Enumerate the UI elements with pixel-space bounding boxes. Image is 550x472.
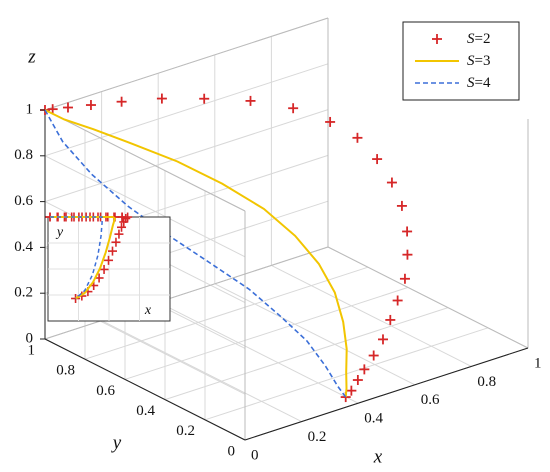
x-tick-label: 1 bbox=[534, 355, 542, 371]
z-tick-label: 0 bbox=[26, 330, 34, 346]
y-tick-label: 0.2 bbox=[176, 423, 195, 439]
grid-line bbox=[157, 301, 359, 404]
inset-s2-marker bbox=[104, 255, 114, 265]
x-tick-label: 0 bbox=[251, 447, 259, 463]
series-s2-marker bbox=[62, 102, 73, 113]
series-s2-marker bbox=[402, 226, 413, 237]
inset-s2-marker bbox=[71, 293, 81, 303]
series-s2-marker bbox=[352, 375, 363, 386]
inset-series-S4-line bbox=[50, 216, 103, 300]
box-edge bbox=[327, 246, 529, 349]
grid-line bbox=[84, 266, 369, 360]
inset-s2-marker bbox=[114, 229, 124, 239]
legend-label: S=4 bbox=[467, 75, 491, 91]
inset-s2-marker bbox=[99, 264, 109, 274]
y-tick-label: 1 bbox=[28, 342, 36, 358]
inset-x-label: x bbox=[144, 303, 152, 318]
series-s2-marker bbox=[325, 116, 336, 127]
inset-s2-marker bbox=[107, 246, 117, 256]
y-axis-line bbox=[44, 338, 246, 441]
legend: S=2 S=3 S=4 bbox=[402, 21, 520, 101]
series-s2-marker bbox=[392, 295, 403, 306]
grid-line bbox=[164, 307, 449, 401]
inset-s2-marker bbox=[117, 212, 127, 222]
inset-y-label: y bbox=[55, 225, 64, 240]
series-s2-marker bbox=[352, 132, 363, 143]
grid-line bbox=[44, 63, 329, 157]
y-tick-label: 0.8 bbox=[56, 363, 75, 379]
series-layer bbox=[40, 93, 413, 403]
z-tick-label: 0.8 bbox=[14, 147, 33, 163]
y-tick-label: 0.4 bbox=[136, 403, 155, 419]
series-S3-line bbox=[44, 109, 348, 398]
grid-line bbox=[214, 283, 416, 386]
grid-line bbox=[124, 286, 409, 380]
series-s2-marker bbox=[245, 95, 256, 106]
grid-line bbox=[44, 155, 246, 258]
series-s2-marker bbox=[116, 96, 127, 107]
x-axis-label: x bbox=[373, 446, 383, 467]
inset-s2-marker bbox=[119, 217, 129, 227]
series-S4-line bbox=[44, 109, 347, 398]
series-s2-marker bbox=[199, 93, 210, 104]
x-axis-line bbox=[244, 347, 529, 441]
axis-labels: x y z bbox=[27, 46, 382, 467]
series-s2-marker bbox=[396, 200, 407, 211]
box-edge bbox=[44, 246, 329, 340]
series-s2-marker bbox=[368, 350, 379, 361]
x-tick-label: 0.8 bbox=[477, 374, 496, 390]
legend-label: S=2 bbox=[467, 31, 490, 47]
series-s2-marker bbox=[346, 385, 357, 396]
inset-s2-marker bbox=[117, 222, 127, 232]
grid-line bbox=[271, 264, 472, 367]
series-s2-marker bbox=[156, 93, 167, 104]
series-s2-marker bbox=[359, 364, 370, 375]
series-s2-marker bbox=[372, 154, 383, 165]
z-axis-label: z bbox=[27, 46, 36, 67]
grid-line bbox=[101, 320, 302, 423]
tick-labels: 00 00.20.2 0.20.40.4 0.40.60.60.60.80.80.81… bbox=[14, 101, 541, 463]
series-s2-marker bbox=[47, 104, 58, 115]
series-s2-marker bbox=[377, 334, 388, 345]
y-tick-label: 0.6 bbox=[96, 383, 115, 399]
series-s2-marker bbox=[288, 103, 299, 114]
series-s2-marker bbox=[85, 100, 96, 111]
box-edge bbox=[44, 17, 329, 111]
series-s2-marker bbox=[385, 314, 396, 325]
z-tick-label: 0.6 bbox=[14, 193, 33, 209]
z-tick-label: 1 bbox=[26, 101, 34, 117]
axes-frame bbox=[44, 17, 529, 441]
legend-label: S=3 bbox=[467, 53, 490, 69]
y-tick-label: 0 bbox=[228, 443, 236, 459]
z-tick-label: 0.4 bbox=[14, 239, 33, 255]
inset-s2-marker bbox=[111, 237, 121, 247]
series-s2-marker bbox=[399, 273, 410, 284]
box-edge bbox=[44, 109, 246, 212]
x-tick-label: 0.2 bbox=[308, 429, 327, 445]
x-tick-label: 0.4 bbox=[364, 411, 383, 427]
series-s2-marker bbox=[386, 177, 397, 188]
series-s2-marker bbox=[402, 249, 413, 260]
projection-inset: yx bbox=[45, 212, 171, 322]
y-axis-label: y bbox=[111, 432, 122, 453]
z-tick-label: 0.2 bbox=[14, 285, 33, 301]
grid-line bbox=[44, 109, 329, 203]
x-tick-label: 0.6 bbox=[421, 392, 440, 408]
